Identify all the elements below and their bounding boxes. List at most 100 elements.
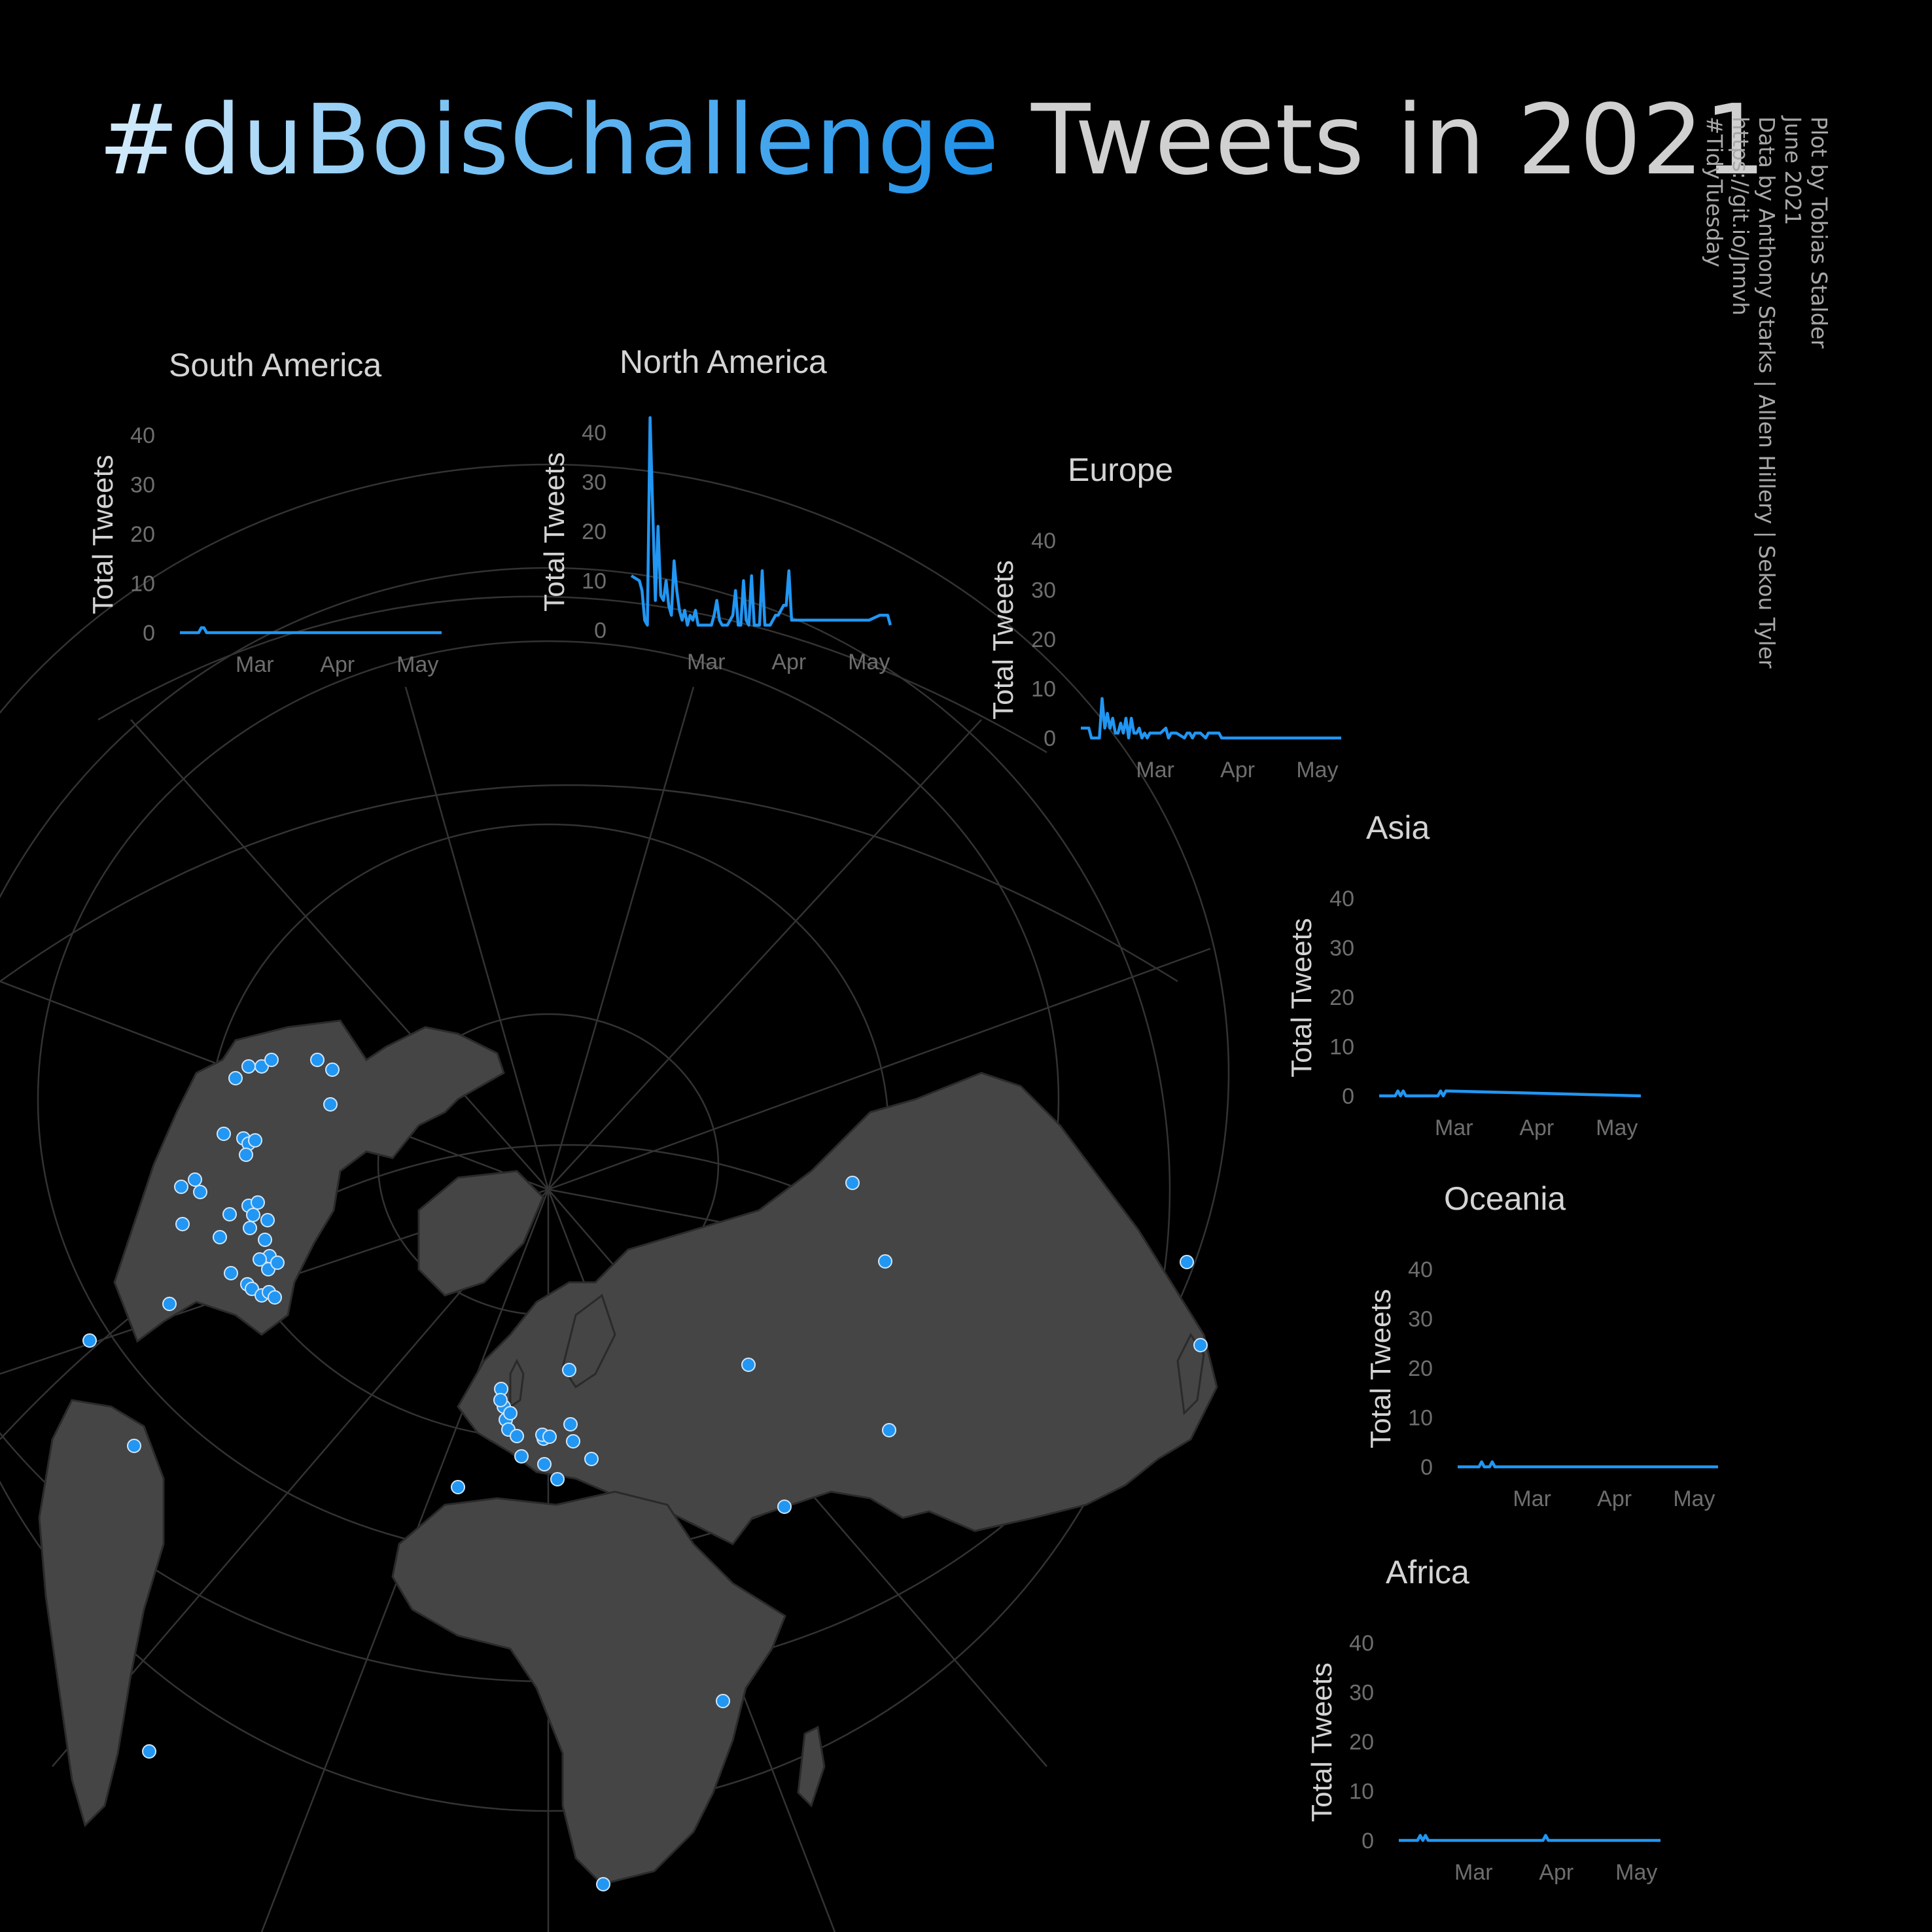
tweet-location-point: [251, 1195, 265, 1210]
panel-title: North America: [620, 343, 827, 380]
tweet-location-point: [245, 1282, 259, 1296]
tweet-location-point: [193, 1185, 207, 1199]
y-tick-label: 20: [582, 519, 606, 544]
y-tick-label: 0: [1342, 1084, 1354, 1109]
x-tick-label: May: [1615, 1860, 1657, 1885]
y-tick-label: 0: [1361, 1829, 1374, 1853]
tweet-location-point: [503, 1406, 518, 1420]
y-tick-label: 40: [582, 421, 606, 446]
tweet-location-point: [82, 1333, 97, 1348]
x-tick-label: Mar: [1513, 1486, 1551, 1511]
x-tick-label: Mar: [1136, 758, 1174, 782]
tweet-location-point: [258, 1233, 272, 1247]
tweet-location-point: [174, 1180, 188, 1194]
tweet-location-point: [243, 1221, 257, 1235]
y-tick-label: 30: [1031, 578, 1056, 603]
y-tick-label: 20: [1349, 1730, 1374, 1755]
panel-title: Oceania: [1444, 1180, 1566, 1217]
chart-panel-asia: Asia Total Tweets 0 10 20 30 40 Mar Apr May: [1286, 809, 1642, 1140]
x-tick-label: Mar: [1454, 1860, 1493, 1885]
title-hashtag: #duBoisChallenge: [98, 84, 1000, 196]
chart-panel-europe: Europe Total Tweets 0 10 20 30 40 Mar Apr May: [987, 451, 1341, 782]
tweet-location-point: [162, 1297, 177, 1311]
panel-title: South America: [169, 347, 381, 383]
y-tick-label: 30: [130, 473, 155, 498]
tweet-location-point: [510, 1429, 524, 1443]
x-tick-label: Apr: [1597, 1486, 1632, 1511]
tweet-location-point: [246, 1208, 260, 1222]
uk-land: [509, 1358, 525, 1409]
credit-data-source: Data by Anthony Starks | Allen Hillery |…: [1754, 116, 1780, 669]
y-tick-label: 20: [1329, 985, 1354, 1010]
tweet-location-point: [493, 1393, 508, 1407]
tweet-location-point: [777, 1500, 792, 1514]
y-tick-label: 0: [594, 618, 606, 643]
series-line: [180, 626, 442, 635]
tweet-location-point: [741, 1358, 756, 1372]
south-america-land: [38, 1399, 165, 1827]
y-tick-label: 40: [1408, 1257, 1433, 1282]
tweet-location-point: [514, 1449, 529, 1464]
japan-land: [1176, 1333, 1205, 1416]
panel-title: Africa: [1386, 1554, 1469, 1590]
y-tick-label: 40: [1349, 1631, 1374, 1656]
tweet-location-point: [310, 1053, 325, 1067]
tweet-location-point: [882, 1423, 896, 1437]
tweet-location-point: [255, 1059, 269, 1074]
tweet-location-point: [264, 1053, 279, 1067]
series-line: [1458, 1460, 1718, 1469]
x-tick-label: May: [1673, 1486, 1715, 1511]
tweet-location-point: [268, 1290, 282, 1305]
madagascar-land: [797, 1725, 826, 1808]
series-line: [630, 416, 892, 627]
series-line: [1081, 697, 1341, 740]
tweet-location-point: [253, 1252, 267, 1267]
scandinavia-land: [561, 1293, 616, 1389]
title-rest: Tweets in 2021: [1031, 84, 1766, 196]
tweet-location-point: [142, 1744, 156, 1759]
chart-panel-oceania: Oceania Total Tweets 0 10 20 30 40 Mar Apr May: [1365, 1180, 1718, 1511]
credits: Plot by Tobias Stalder June 2021 Data by…: [1701, 116, 1832, 669]
tweet-location-point: [217, 1127, 231, 1141]
y-tick-label: 20: [130, 522, 155, 547]
credit-date: June 2021: [1780, 116, 1806, 226]
tweet-location-point: [260, 1213, 275, 1227]
x-tick-label: Apr: [1539, 1860, 1573, 1885]
y-tick-label: 0: [1420, 1455, 1433, 1480]
tweet-location-point: [542, 1430, 557, 1444]
chart-panel-africa: Africa Total Tweets 0 10 20 30 40 Mar Apr May: [1306, 1554, 1660, 1885]
greenland-land: [417, 1170, 544, 1297]
tweet-location-point: [270, 1256, 285, 1270]
x-tick-label: May: [1596, 1115, 1638, 1140]
tweet-location-point: [248, 1133, 262, 1148]
tweet-location-point: [550, 1472, 565, 1486]
y-tick-label: 10: [1329, 1035, 1354, 1060]
y-axis-label: Total Tweets: [87, 455, 119, 614]
y-tick-label: 30: [1329, 936, 1354, 961]
tweet-location-point: [716, 1694, 730, 1708]
tweet-location-point: [213, 1230, 227, 1244]
y-axis-label: Total Tweets: [987, 560, 1019, 720]
y-tick-label: 30: [1408, 1307, 1433, 1332]
tweet-location-point: [224, 1266, 238, 1280]
y-tick-label: 40: [1329, 887, 1354, 911]
y-tick-label: 30: [1349, 1681, 1374, 1706]
tweet-location-point: [563, 1417, 578, 1431]
tweet-location-point: [175, 1217, 190, 1231]
tweet-location-point: [127, 1439, 141, 1453]
x-tick-label: Mar: [1435, 1115, 1473, 1140]
y-tick-label: 10: [1408, 1406, 1433, 1431]
x-tick-label: Apr: [1220, 758, 1255, 782]
tweet-location-point: [1193, 1338, 1208, 1352]
chart-panel-south-america: South America Total Tweets 0 10 20 30 40 Mar Apr…: [87, 347, 442, 677]
credit-url: https://git.io/Jnnvh: [1728, 116, 1753, 316]
tweet-location-point: [188, 1172, 202, 1187]
y-tick-label: 20: [1031, 627, 1056, 652]
tweet-location-point: [845, 1176, 860, 1190]
africa-land: [391, 1490, 786, 1886]
land-masses: [38, 1019, 1218, 1886]
x-tick-label: Apr: [320, 652, 355, 677]
x-tick-label: Mar: [236, 652, 274, 677]
x-tick-label: May: [848, 650, 890, 675]
